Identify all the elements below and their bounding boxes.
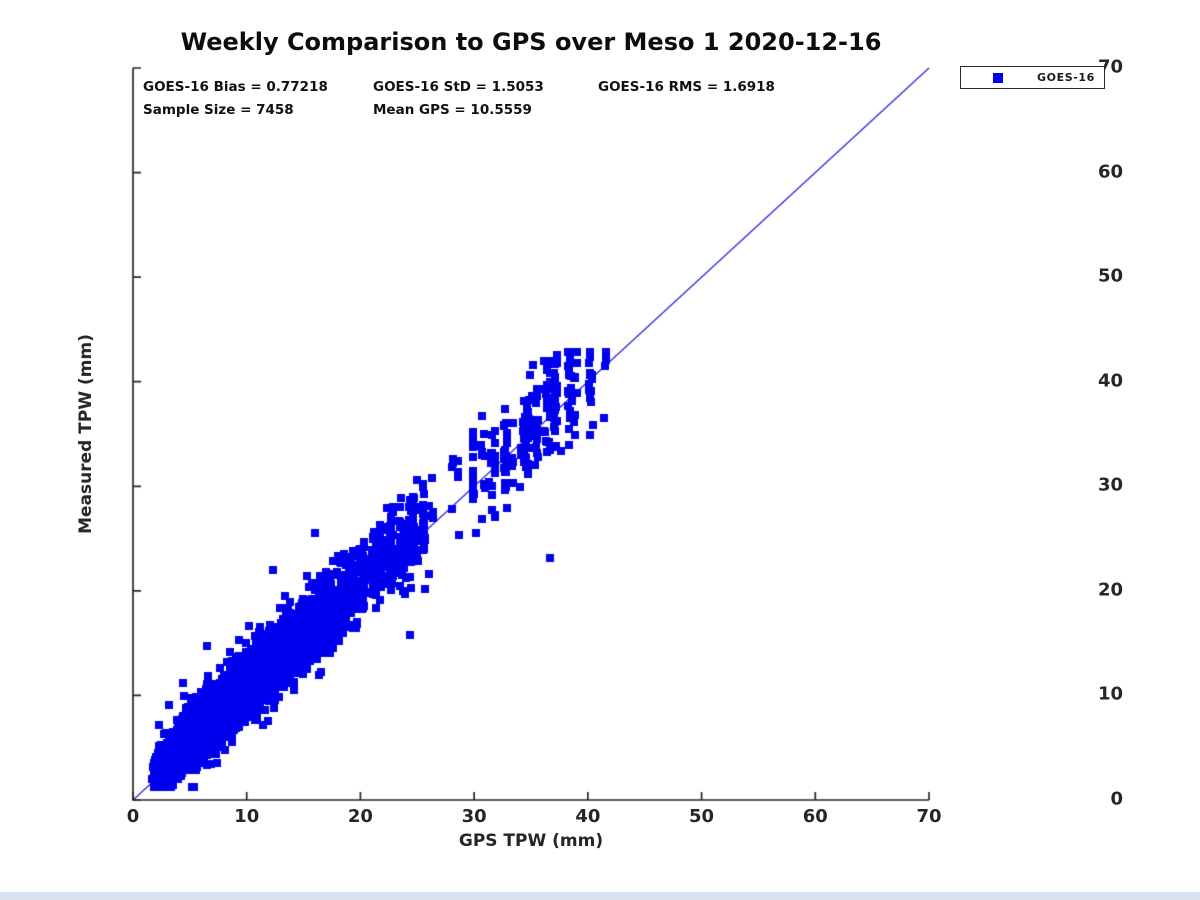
stat-std: GOES-16 StD = 1.5053 [373,79,544,95]
legend-square-marker-icon [993,72,1003,83]
x-tick-label: 0 [126,806,140,827]
bottom-edge-bar [0,892,1200,900]
y-tick-label: 40 [1097,370,1123,392]
x-tick-label: 40 [575,806,601,827]
stat-bias: GOES-16 Bias = 0.77218 [143,79,328,95]
y-tick-label: 50 [1097,265,1123,287]
chart-title: Weekly Comparison to GPS over Meso 1 202… [180,28,882,56]
x-tick-label: 60 [802,806,828,827]
stat-rms: GOES-16 RMS = 1.6918 [598,79,775,95]
legend-label: GOES-16 [1037,71,1095,84]
x-tick-label: 10 [234,806,260,827]
stat-sample-size: Sample Size = 7458 [143,102,294,118]
x-tick-label: 70 [916,806,942,827]
y-tick-label: 60 [1097,161,1123,183]
y-tick-label: 10 [1097,683,1123,705]
legend: GOES-16 [960,66,1105,89]
y-tick-label: 20 [1097,579,1123,601]
x-tick-label: 50 [689,806,715,827]
x-axis-label: GPS TPW (mm) [458,831,604,851]
stat-mean-gps: Mean GPS = 10.5559 [373,102,532,118]
y-tick-label: 0 [1110,788,1123,810]
y-axis-label: Measured TPW (mm) [76,334,96,534]
x-tick-label: 20 [347,806,373,827]
y-tick-label: 30 [1097,474,1123,496]
x-tick-label: 30 [461,806,487,827]
